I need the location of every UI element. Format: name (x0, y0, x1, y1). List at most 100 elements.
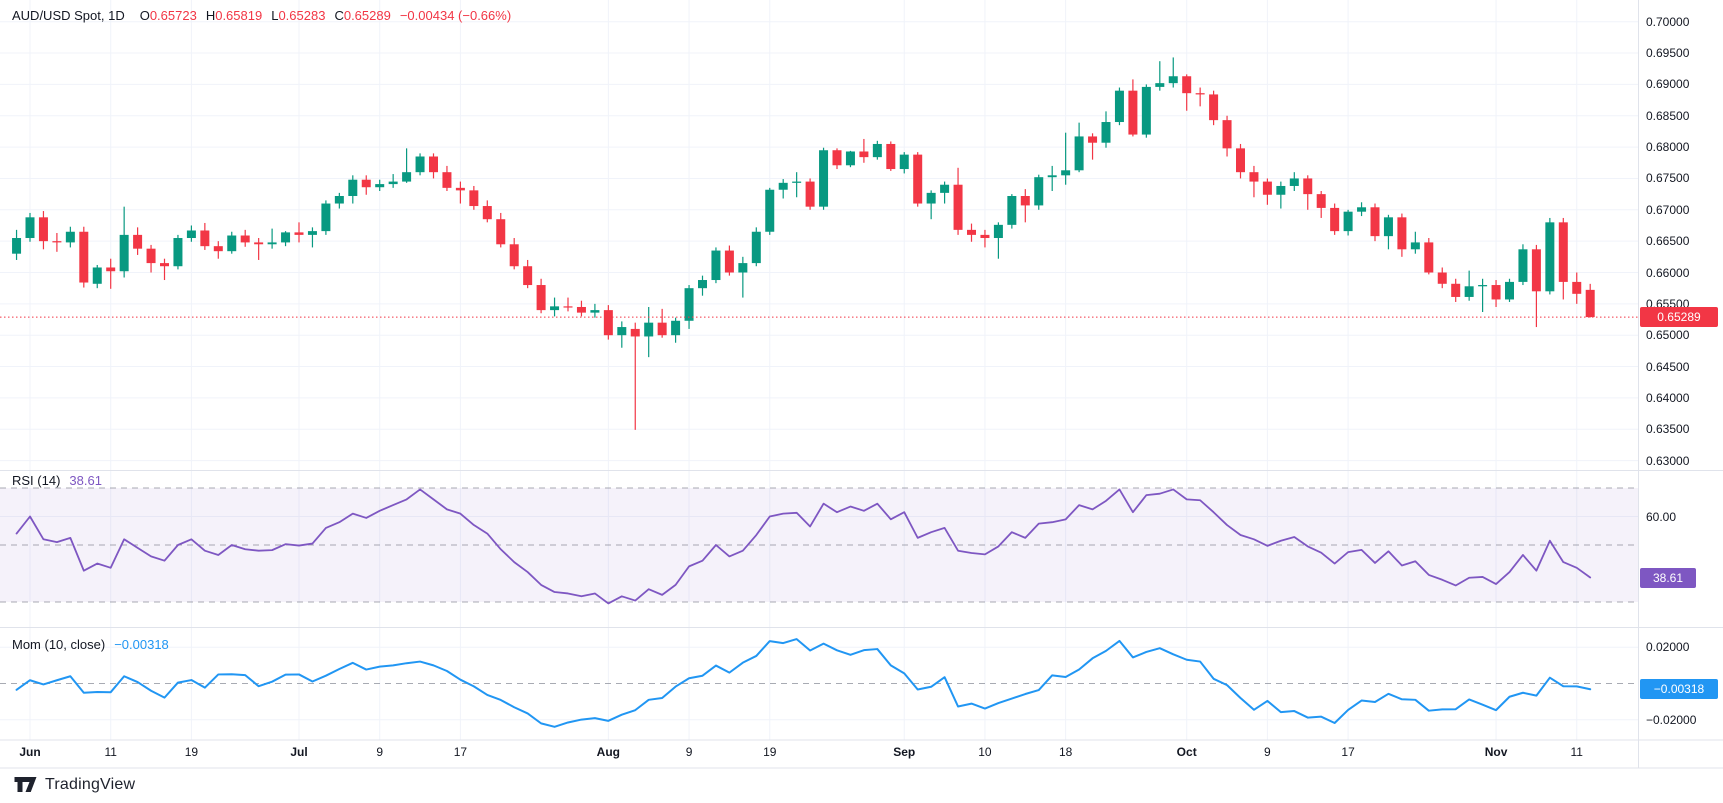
candle-body (133, 234, 143, 249)
time-axis-label: 11 (1570, 745, 1583, 759)
chart-surface[interactable] (0, 0, 1638, 740)
candle-body (321, 203, 331, 232)
candle-body (1074, 136, 1084, 171)
momentum-name: Mom (10, close) (12, 637, 106, 652)
price-axis-label: 0.64000 (1646, 390, 1690, 405)
candle-body (429, 156, 438, 173)
candle-body (1383, 217, 1393, 237)
candle-body (1236, 148, 1245, 173)
price-axis-label: 0.69000 (1646, 77, 1690, 92)
ohlc-close: C0.65289 (334, 8, 391, 23)
candle-body (1505, 281, 1514, 300)
candle-body (1155, 83, 1165, 87)
price-axis-label: 0.68000 (1646, 140, 1690, 155)
candle-body (1316, 194, 1326, 208)
candle-body (402, 172, 412, 182)
candle-body (684, 288, 694, 321)
candle-body (576, 306, 586, 313)
candle-body (240, 235, 250, 243)
tradingview-attribution[interactable]: TradingView (14, 774, 135, 795)
candle-body (1424, 242, 1434, 273)
candle-body (523, 266, 533, 286)
candle-body (1209, 94, 1219, 121)
candle-body (348, 179, 358, 197)
candle-body (899, 154, 909, 170)
candle-body (845, 151, 855, 166)
candle-body (254, 242, 264, 245)
ohlc-low: L0.65283 (271, 8, 326, 23)
candle-body (1249, 172, 1259, 182)
candle-body (657, 322, 667, 336)
momentum-value: −0.00318 (114, 637, 169, 652)
time-axis-label: Nov (1484, 745, 1508, 759)
candle-body (913, 154, 923, 204)
rsi-legend[interactable]: RSI (14) 38.61 (12, 473, 102, 488)
price-axis-label: 0.68500 (1646, 108, 1690, 123)
candle-body (79, 231, 89, 283)
candle-body (550, 306, 560, 311)
candle-body (38, 217, 48, 242)
candle-body (872, 143, 882, 158)
candle-body (1262, 181, 1272, 195)
time-axis-label: Oct (1176, 745, 1197, 759)
candle-body (630, 328, 640, 337)
momentum-legend[interactable]: Mom (10, close) −0.00318 (12, 637, 169, 652)
candle-body (334, 196, 344, 204)
candle-body (442, 172, 452, 188)
rsi-value: 38.61 (69, 473, 102, 488)
candle-body (711, 250, 721, 281)
candle-body (1464, 286, 1474, 297)
price-axis-label: 0.70000 (1646, 14, 1690, 29)
candle-body (160, 263, 169, 267)
time-axis-label: 17 (1341, 745, 1355, 759)
candle-body (819, 150, 829, 207)
candle-body (388, 181, 398, 185)
candle-body (213, 246, 223, 252)
candle-body (886, 143, 896, 170)
candle-body (25, 217, 35, 239)
candle-body (724, 250, 734, 273)
symbol-legend[interactable]: AUD/USD Spot, 1D O0.65723 H0.65819 L0.65… (12, 8, 511, 23)
candle-body (1585, 289, 1595, 318)
price-axis-label: 0.63500 (1646, 422, 1690, 437)
last-price-badge: 0.65289 (1640, 307, 1718, 327)
candle-body (294, 232, 304, 235)
candle-body (52, 241, 62, 243)
ohlc-high: H0.65819 (205, 8, 263, 23)
candle-body (1410, 242, 1420, 250)
candle-body (1370, 207, 1380, 237)
candle-body (496, 219, 506, 245)
candle-body (173, 238, 183, 267)
time-axis-label: 11 (104, 745, 117, 759)
momentum-value-badge: −0.00318 (1640, 679, 1718, 699)
candle-body (1182, 76, 1192, 94)
candle-body (1330, 207, 1340, 232)
candle-body (375, 184, 385, 188)
candle-body (953, 184, 963, 230)
candles-layer (12, 57, 1595, 430)
candle-body (1518, 249, 1528, 282)
candle-body (792, 181, 802, 183)
candle-body (1572, 281, 1582, 294)
time-axis-label: 19 (763, 745, 777, 759)
candle-body (65, 231, 75, 243)
candle-body (455, 187, 465, 191)
time-axis-label: 19 (184, 745, 199, 759)
candle-body (1114, 90, 1124, 123)
price-axis-label: 0.65000 (1646, 328, 1690, 343)
time-axis-label: 17 (453, 745, 468, 759)
candle-body (1195, 93, 1205, 95)
candle-body (590, 310, 600, 313)
time-axis-label: Jun (19, 745, 41, 759)
candle-body (12, 238, 22, 254)
change-value: −0.00434 (−0.66%) (399, 8, 512, 23)
candle-body (1451, 283, 1461, 297)
time-scale[interactable] (0, 740, 1723, 768)
candle-body (805, 181, 815, 207)
time-axis-label: Sep (893, 745, 916, 759)
candle-body (267, 242, 277, 245)
candle-body (1222, 120, 1232, 149)
candle-body (536, 285, 546, 311)
